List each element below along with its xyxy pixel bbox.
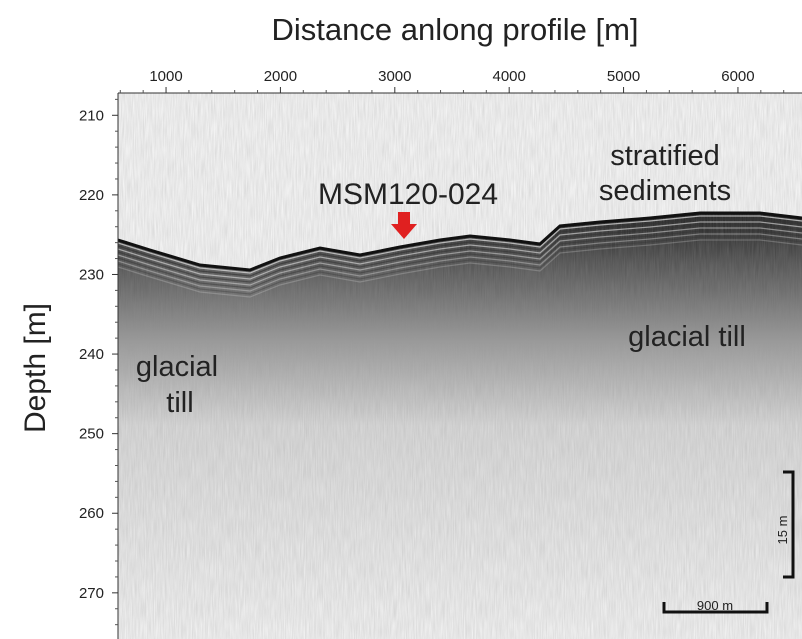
- x-tick-label: 2000: [264, 68, 297, 85]
- x-tick-label: 1000: [149, 68, 182, 85]
- annotation: glacial till: [628, 321, 746, 353]
- reflector: [117, 218, 802, 277]
- reflector: [117, 221, 802, 280]
- y-tick-label: 230: [79, 266, 104, 283]
- x-tick-label: 5000: [607, 68, 640, 85]
- x-tick-label: 6000: [721, 68, 754, 85]
- x-tick-label: 4000: [492, 68, 525, 85]
- reflector: [117, 236, 802, 295]
- noise-texture: [118, 93, 802, 639]
- horizontal-scale-bar: [662, 602, 769, 614]
- reflector: [117, 230, 802, 289]
- y-axis-label: Depth [m]: [19, 303, 52, 433]
- reflector: [117, 215, 802, 274]
- annotation: stratified: [610, 140, 720, 172]
- marker-label: MSM120-024: [318, 178, 498, 211]
- marker-arrow: [391, 212, 417, 239]
- scale-bar-label: 900 m: [697, 598, 733, 613]
- annotation: till: [166, 387, 193, 419]
- y-tick-label: 270: [79, 585, 104, 602]
- y-tick-label: 240: [79, 346, 104, 363]
- y-tick-label: 260: [79, 505, 104, 522]
- y-tick-label: 210: [79, 107, 104, 124]
- y-tick-label: 250: [79, 426, 104, 443]
- vertical-scale-bar: [783, 470, 795, 579]
- profile-image: [117, 92, 802, 639]
- x-tick-label: 3000: [378, 68, 411, 85]
- scale-bar-label: 15 m: [775, 516, 790, 545]
- annotation: sediments: [599, 175, 731, 207]
- reflector: [117, 224, 802, 283]
- reflector: [117, 227, 802, 286]
- seafloor: [117, 211, 802, 272]
- y-tick-label: 220: [79, 187, 104, 204]
- annotation: glacial: [136, 351, 218, 383]
- reflector: [117, 239, 802, 298]
- reflector: [117, 233, 802, 292]
- chart-title: Distance anlong profile [m]: [271, 12, 638, 47]
